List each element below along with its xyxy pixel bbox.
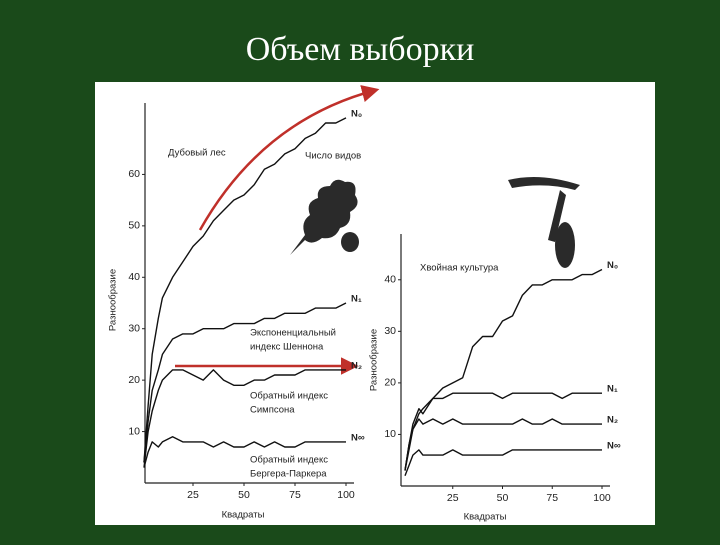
y-tick-label: 10 — [128, 425, 140, 437]
series-label: N₁ — [351, 294, 362, 305]
y-tick-label: 40 — [128, 271, 140, 283]
x-tick-label: 50 — [497, 492, 509, 504]
series-line — [143, 369, 346, 468]
x-tick-label: 100 — [337, 489, 355, 501]
y-axis-label: Разнообразие — [108, 269, 119, 331]
y-tick-label: 60 — [128, 168, 140, 180]
x-tick-label: 75 — [289, 489, 301, 501]
x-tick-label: 75 — [546, 492, 558, 504]
series-label: N∞ — [351, 432, 365, 443]
series-line — [404, 449, 602, 476]
annotation: Число видов — [305, 151, 361, 162]
y-tick-label: 20 — [128, 374, 140, 386]
y-tick-label: 10 — [384, 428, 396, 440]
x-axis-label: Квадраты — [222, 510, 265, 521]
x-axis-label: Квадраты — [464, 512, 507, 523]
annotation: Бергера-Паркера — [250, 469, 327, 480]
annotation: Обратный индекс — [250, 391, 328, 402]
series-line — [143, 302, 347, 463]
annotation: индекс Шеннона — [250, 342, 324, 353]
series-line — [143, 117, 347, 463]
annotation: Хвойная культура — [420, 263, 499, 274]
pine-icon — [508, 176, 580, 268]
series-label: N∞ — [607, 440, 621, 451]
y-axis-label: Разнообразие — [369, 329, 380, 391]
trend-arrow — [198, 85, 380, 231]
y-tick-label: 40 — [384, 274, 396, 286]
series-label: N₂ — [351, 360, 362, 371]
series-line — [143, 436, 346, 468]
annotation: Экспоненциальный — [250, 328, 336, 339]
y-tick-label: 30 — [384, 325, 396, 337]
figure-panel — [95, 82, 655, 525]
x-tick-label: 25 — [187, 489, 199, 501]
series-label: N₂ — [607, 415, 618, 426]
y-tick-label: 50 — [128, 220, 140, 232]
series-label: N₀ — [607, 260, 618, 271]
oak-leaf-icon — [290, 179, 359, 255]
series-label: N₁ — [607, 384, 618, 395]
annotation: Дубовый лес — [168, 148, 226, 159]
x-tick-label: 25 — [447, 492, 459, 504]
y-tick-label: 20 — [384, 377, 396, 389]
slide-title: Объем выборки — [246, 31, 475, 68]
series-line — [404, 268, 603, 471]
annotation: Обратный индекс — [250, 455, 328, 466]
x-tick-label: 100 — [593, 492, 611, 504]
series-line — [404, 392, 602, 471]
x-tick-label: 50 — [238, 489, 250, 501]
series-line — [404, 418, 602, 471]
series-label: N₀ — [351, 108, 362, 119]
annotation: Симпсона — [250, 405, 295, 416]
y-tick-label: 30 — [128, 322, 140, 334]
